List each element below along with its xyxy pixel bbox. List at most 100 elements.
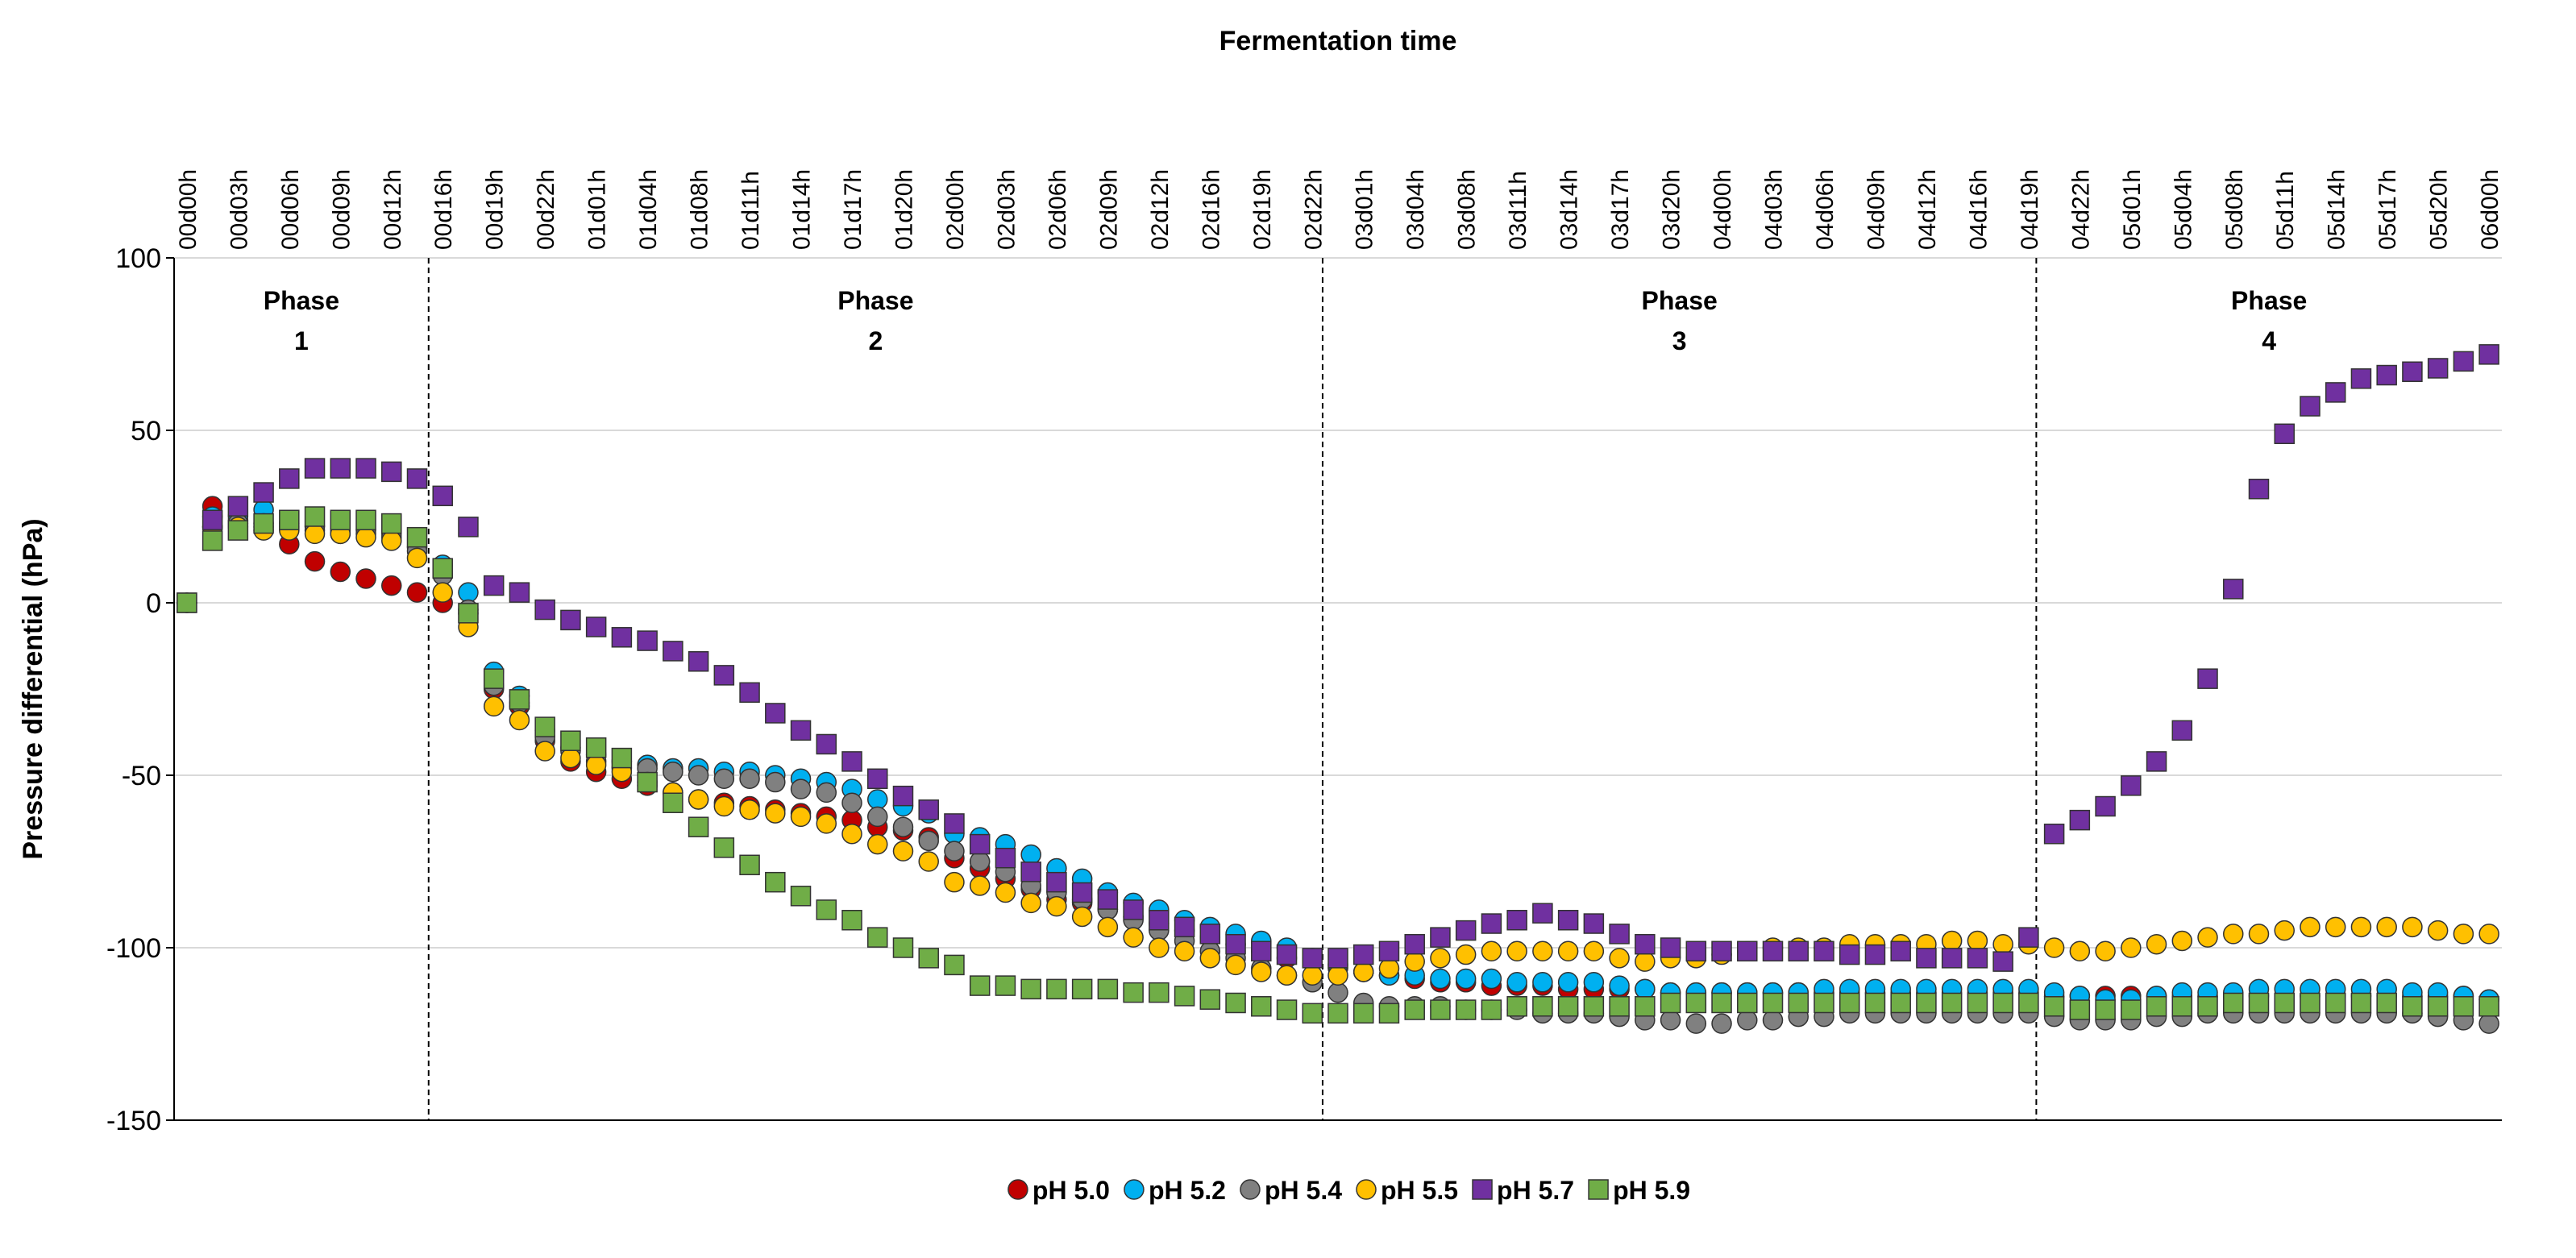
marker-circle bbox=[1941, 930, 1963, 952]
marker-circle bbox=[969, 851, 991, 872]
marker-square bbox=[253, 482, 274, 503]
marker-square bbox=[1864, 992, 1886, 1014]
marker-square bbox=[2171, 996, 2193, 1017]
marker-circle bbox=[1685, 1013, 1707, 1034]
marker-square bbox=[1020, 978, 1041, 1000]
marker-circle bbox=[1149, 937, 1170, 958]
marker-square bbox=[1251, 996, 1272, 1017]
marker-square bbox=[177, 592, 197, 613]
x-tick-label: 01d17h bbox=[840, 169, 866, 250]
marker-square bbox=[1916, 948, 1937, 969]
marker-circle bbox=[1327, 982, 1348, 1003]
legend-label: pH 5.0 bbox=[1032, 1176, 1110, 1205]
marker-square bbox=[1532, 903, 1553, 924]
marker-square bbox=[2197, 668, 2218, 689]
marker-square bbox=[1737, 992, 1758, 1014]
x-tick-label: 00d06h bbox=[277, 169, 304, 250]
marker-square bbox=[611, 747, 633, 769]
marker-square bbox=[1532, 996, 1553, 1017]
marker-square bbox=[330, 509, 351, 531]
marker-square bbox=[2043, 824, 2065, 845]
marker-square bbox=[2095, 795, 2116, 817]
marker-circle bbox=[2478, 924, 2499, 945]
marker-square bbox=[1992, 992, 2013, 1014]
marker-square bbox=[2146, 751, 2167, 772]
marker-square bbox=[918, 948, 939, 969]
x-tick-label: 04d06h bbox=[1812, 169, 1839, 250]
marker-circle bbox=[1225, 954, 1246, 976]
marker-square bbox=[2453, 351, 2474, 372]
marker-circle bbox=[713, 768, 735, 790]
x-tick-label: 03d17h bbox=[1607, 169, 1634, 250]
x-tick-label: 05d20h bbox=[2426, 169, 2453, 250]
marker-circle bbox=[1199, 948, 1221, 969]
marker-circle bbox=[841, 792, 862, 813]
marker-square bbox=[2300, 992, 2320, 1014]
marker-circle bbox=[2121, 937, 2142, 958]
marker-square bbox=[2069, 999, 2091, 1020]
marker-square bbox=[1967, 992, 1988, 1014]
marker-square bbox=[688, 651, 709, 672]
x-tick-label: 01d20h bbox=[891, 169, 917, 250]
marker-square bbox=[2095, 999, 2116, 1020]
marker-square bbox=[765, 871, 786, 893]
marker-square bbox=[1123, 899, 1144, 920]
marker-circle bbox=[790, 806, 812, 828]
marker-square bbox=[2274, 423, 2295, 445]
marker-square bbox=[944, 954, 965, 976]
x-tick-label: 01d04h bbox=[635, 169, 662, 250]
marker-square bbox=[1123, 982, 1144, 1003]
marker-circle bbox=[304, 550, 326, 572]
marker-square bbox=[688, 816, 709, 837]
x-tick-label: 02d22h bbox=[1300, 169, 1327, 250]
marker-circle bbox=[816, 813, 837, 834]
marker-circle bbox=[1430, 948, 1451, 969]
x-tick-label: 02d16h bbox=[1198, 169, 1224, 250]
marker-square bbox=[585, 737, 607, 758]
marker-square bbox=[1583, 913, 1605, 934]
marker-square bbox=[739, 682, 760, 704]
marker-square bbox=[1660, 937, 1681, 958]
x-tick-label: 00d09h bbox=[328, 169, 355, 250]
marker-square bbox=[560, 730, 581, 751]
marker-circle bbox=[2043, 937, 2065, 958]
marker-circle bbox=[534, 741, 555, 762]
x-tick-label: 03d01h bbox=[1352, 169, 1378, 250]
phase-name: Phase bbox=[1642, 286, 1718, 315]
marker-square bbox=[1199, 924, 1221, 945]
marker-square bbox=[1199, 989, 1221, 1010]
marker-square bbox=[2427, 996, 2449, 1017]
marker-square bbox=[2197, 996, 2218, 1017]
marker-circle bbox=[2350, 916, 2372, 938]
marker-circle bbox=[1097, 916, 1119, 938]
marker-square bbox=[1941, 948, 1963, 969]
marker-square bbox=[816, 733, 837, 755]
marker-circle bbox=[1455, 968, 1477, 990]
marker-square bbox=[1557, 910, 1579, 931]
marker-square bbox=[2325, 992, 2346, 1014]
marker-square bbox=[381, 513, 402, 534]
marker-square bbox=[816, 899, 837, 920]
x-tick-label: 03d14h bbox=[1556, 169, 1583, 250]
marker-square bbox=[1302, 1003, 1323, 1024]
marker-square bbox=[432, 485, 453, 507]
marker-circle bbox=[995, 882, 1016, 903]
marker-square bbox=[1174, 916, 1195, 938]
marker-square bbox=[995, 847, 1016, 869]
marker-square bbox=[1635, 996, 1656, 1017]
marker-square bbox=[1814, 940, 1834, 962]
marker-square bbox=[1890, 992, 1911, 1014]
phase-number: 1 bbox=[294, 326, 309, 355]
legend-marker bbox=[1008, 1179, 1028, 1200]
marker-square bbox=[1711, 992, 1732, 1014]
y-tick-label: 50 bbox=[131, 416, 161, 446]
marker-square bbox=[2018, 992, 2039, 1014]
marker-circle bbox=[918, 851, 939, 872]
marker-circle bbox=[1455, 944, 1477, 965]
marker-circle bbox=[944, 841, 965, 862]
marker-circle bbox=[1967, 930, 1988, 952]
marker-circle bbox=[866, 789, 888, 810]
marker-circle bbox=[1583, 940, 1605, 962]
marker-circle bbox=[304, 523, 326, 545]
